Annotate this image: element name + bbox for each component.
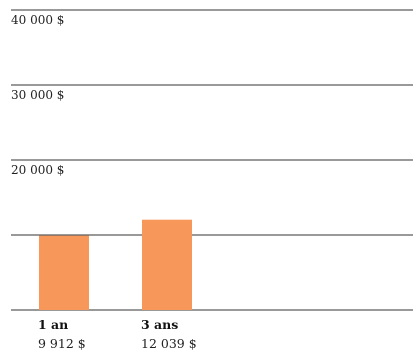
y-tick-label: 20 000 $ — [11, 163, 64, 177]
bar — [142, 219, 192, 310]
category-label: 1 an — [38, 317, 68, 332]
y-tick-label: 40 000 $ — [11, 13, 64, 27]
labels: 20 000 $ 30 000 $ 40 000 $ 1 an 9 912 $ 3 ans… — [11, 13, 197, 351]
value-label: 12 039 $ — [141, 336, 197, 351]
bars — [39, 219, 192, 310]
y-tick-label: 30 000 $ — [11, 88, 64, 102]
value-label: 9 912 $ — [38, 336, 86, 351]
bar — [39, 235, 89, 310]
category-label: 3 ans — [141, 317, 178, 332]
